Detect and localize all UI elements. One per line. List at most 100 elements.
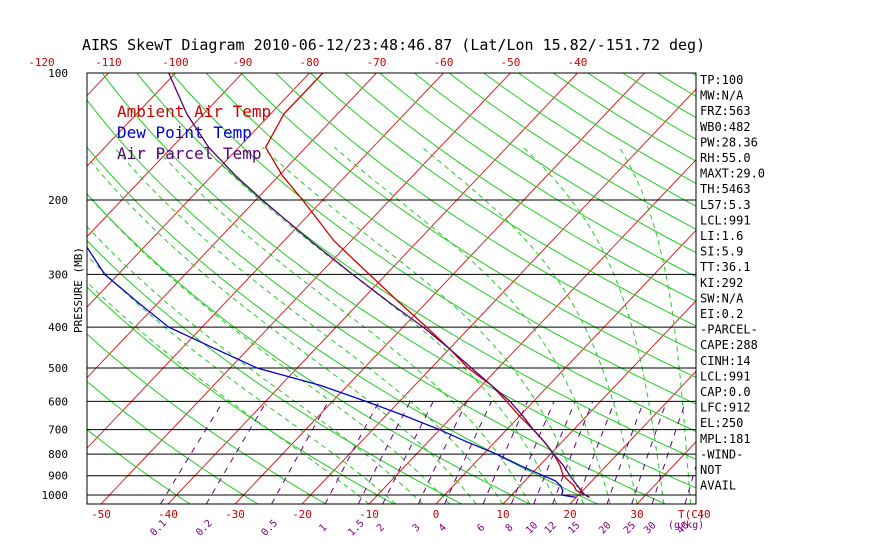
moist-adiabat-line	[203, 146, 558, 504]
mixing-ratio-tick-label: 0.5	[260, 518, 281, 539]
legend-entry: Air Parcel Temp	[117, 144, 262, 163]
mixing-ratio-tick-label: 0.1	[148, 518, 169, 539]
sounding-index: RH:55.0	[700, 151, 751, 165]
mixing-ratio-tick-label: 20	[597, 520, 613, 536]
legend-entry: Ambient Air Temp	[117, 102, 271, 121]
dry-adiabat-line	[87, 239, 462, 504]
sounding-index: MW:N/A	[700, 89, 744, 103]
bottom-axis-unit: T(C)	[678, 508, 705, 521]
sounding-index: L57:5.3	[700, 198, 751, 212]
dry-adiabat-line	[87, 146, 598, 504]
isobar-lines	[87, 199, 696, 496]
legend-entry: Dew Point Temp	[117, 123, 252, 142]
sounding-index: -PARCEL-	[700, 323, 758, 337]
moist-adiabat-line	[113, 146, 504, 504]
mixing-ratio-line	[651, 401, 687, 504]
mixing-ratio-line	[324, 401, 380, 504]
top-temperature-tick-label: -40	[568, 56, 588, 69]
dry-adiabat-line	[101, 73, 696, 489]
isotherm-line	[301, 88, 696, 504]
mixing-ratio-tick-label: 4	[437, 522, 449, 534]
pressure-tick-label: 900	[48, 470, 68, 483]
mixing-ratio-unit: (g/kg)	[668, 520, 704, 531]
sounding-index: CINH:14	[700, 354, 751, 368]
sounding-index: LCL:991	[700, 213, 751, 227]
sounding-index: CAPE:288	[700, 338, 758, 352]
mixing-ratio-line	[631, 401, 668, 504]
mixing-ratio-line	[444, 401, 492, 504]
mixing-ratio-tick-label: 0.2	[194, 518, 215, 539]
top-temperature-tick-label: -50	[501, 56, 521, 69]
isotherm-line	[167, 73, 578, 504]
series-line-3	[168, 73, 590, 498]
isotherm-line	[87, 73, 444, 449]
dry-adiabat-line	[205, 73, 696, 405]
isotherm-line	[87, 73, 377, 379]
dry-adiabat-line	[344, 73, 696, 302]
sounding-index: KI:292	[700, 276, 743, 290]
dry-adiabat-line	[87, 380, 259, 504]
pressure-tick-label: 200	[48, 194, 68, 207]
isotherm-line	[838, 73, 870, 504]
top-temperature-tick-label: -60	[434, 56, 454, 69]
isotherm-line	[569, 370, 696, 504]
pressure-tick-label: 400	[48, 321, 68, 334]
moist-adiabat-line	[619, 147, 692, 504]
mixing-ratio-line	[552, 401, 594, 504]
pressure-tick-label: 600	[48, 395, 68, 408]
mixing-ratio-line	[510, 401, 555, 504]
top-temperature-tick-label: -90	[233, 56, 253, 69]
sounding-index: FRZ:563	[700, 104, 751, 118]
mixing-ratio-tick-label: 6	[475, 522, 487, 534]
mixing-ratio-tick-label: 12	[543, 520, 559, 536]
moist-adiabat-lines	[87, 146, 696, 504]
top-temperature-tick-label: -80	[300, 56, 320, 69]
isotherm-line	[87, 73, 310, 308]
dry-adiabat-line	[136, 73, 696, 460]
sounding-index: TT:36.1	[700, 260, 751, 274]
isotherm-line	[87, 73, 109, 97]
plot-frame	[86, 72, 697, 505]
sounding-index: WB0:482	[700, 120, 751, 134]
sounding-index: EL:250	[700, 416, 743, 430]
isotherm-lines	[87, 73, 870, 504]
top-temperature-tick-label: -110	[95, 56, 122, 69]
dry-adiabat-line	[87, 333, 327, 504]
mixing-ratio-axis: 0.1 0.2 0.5 1 1.5 2 3 4 6 8 10 12 15 20 25 30 40(g/kg)	[148, 518, 704, 539]
mixing-ratio-tick-label: 2	[375, 522, 387, 534]
top-temperature-tick-label: -120	[28, 56, 55, 69]
sounding-index: -WIND-	[700, 447, 743, 461]
moist-adiabat-line	[262, 146, 584, 504]
pressure-axis: 100 200 300 400 500 600 700 800 900 1000	[42, 67, 69, 502]
bottom-temperature-tick-label: 40	[697, 508, 710, 521]
sounding-index: TH:5463	[700, 182, 751, 196]
mixing-ratio-line	[382, 401, 434, 504]
sounding-index: LFC:912	[700, 401, 751, 415]
mixing-ratio-tick-label: 1	[317, 522, 329, 534]
moist-adiabat-line	[333, 146, 611, 504]
mixing-ratio-tick-label: 25	[622, 520, 638, 536]
sounding-index: TP:100	[700, 73, 743, 87]
pressure-tick-label: 700	[48, 424, 68, 437]
dry-adiabat-line	[171, 73, 696, 432]
bottom-temperature-tick-label: -20	[292, 508, 312, 521]
bottom-temperature-tick-label: 30	[630, 508, 643, 521]
series-line-1	[264, 73, 590, 498]
bottom-temperature-tick-label: -10	[359, 508, 379, 521]
pressure-tick-label: 500	[48, 362, 68, 375]
bottom-temperature-tick-label: 10	[496, 508, 509, 521]
top-temperature-tick-label: -100	[162, 56, 189, 69]
mixing-ratio-line	[606, 401, 645, 504]
isotherm-line	[87, 73, 176, 167]
mixing-ratio-tick-label: 10	[524, 520, 540, 536]
bottom-temperature-tick-label: -50	[91, 508, 111, 521]
bottom-temperature-tick-label: -30	[225, 508, 245, 521]
isotherm-line	[100, 73, 511, 504]
dry-adiabat-line	[414, 73, 696, 254]
mixing-ratio-tick-label: 3	[411, 522, 423, 534]
dry-adiabat-line	[309, 73, 696, 327]
mixing-ratio-line	[205, 401, 268, 504]
series-line-2	[87, 246, 577, 499]
